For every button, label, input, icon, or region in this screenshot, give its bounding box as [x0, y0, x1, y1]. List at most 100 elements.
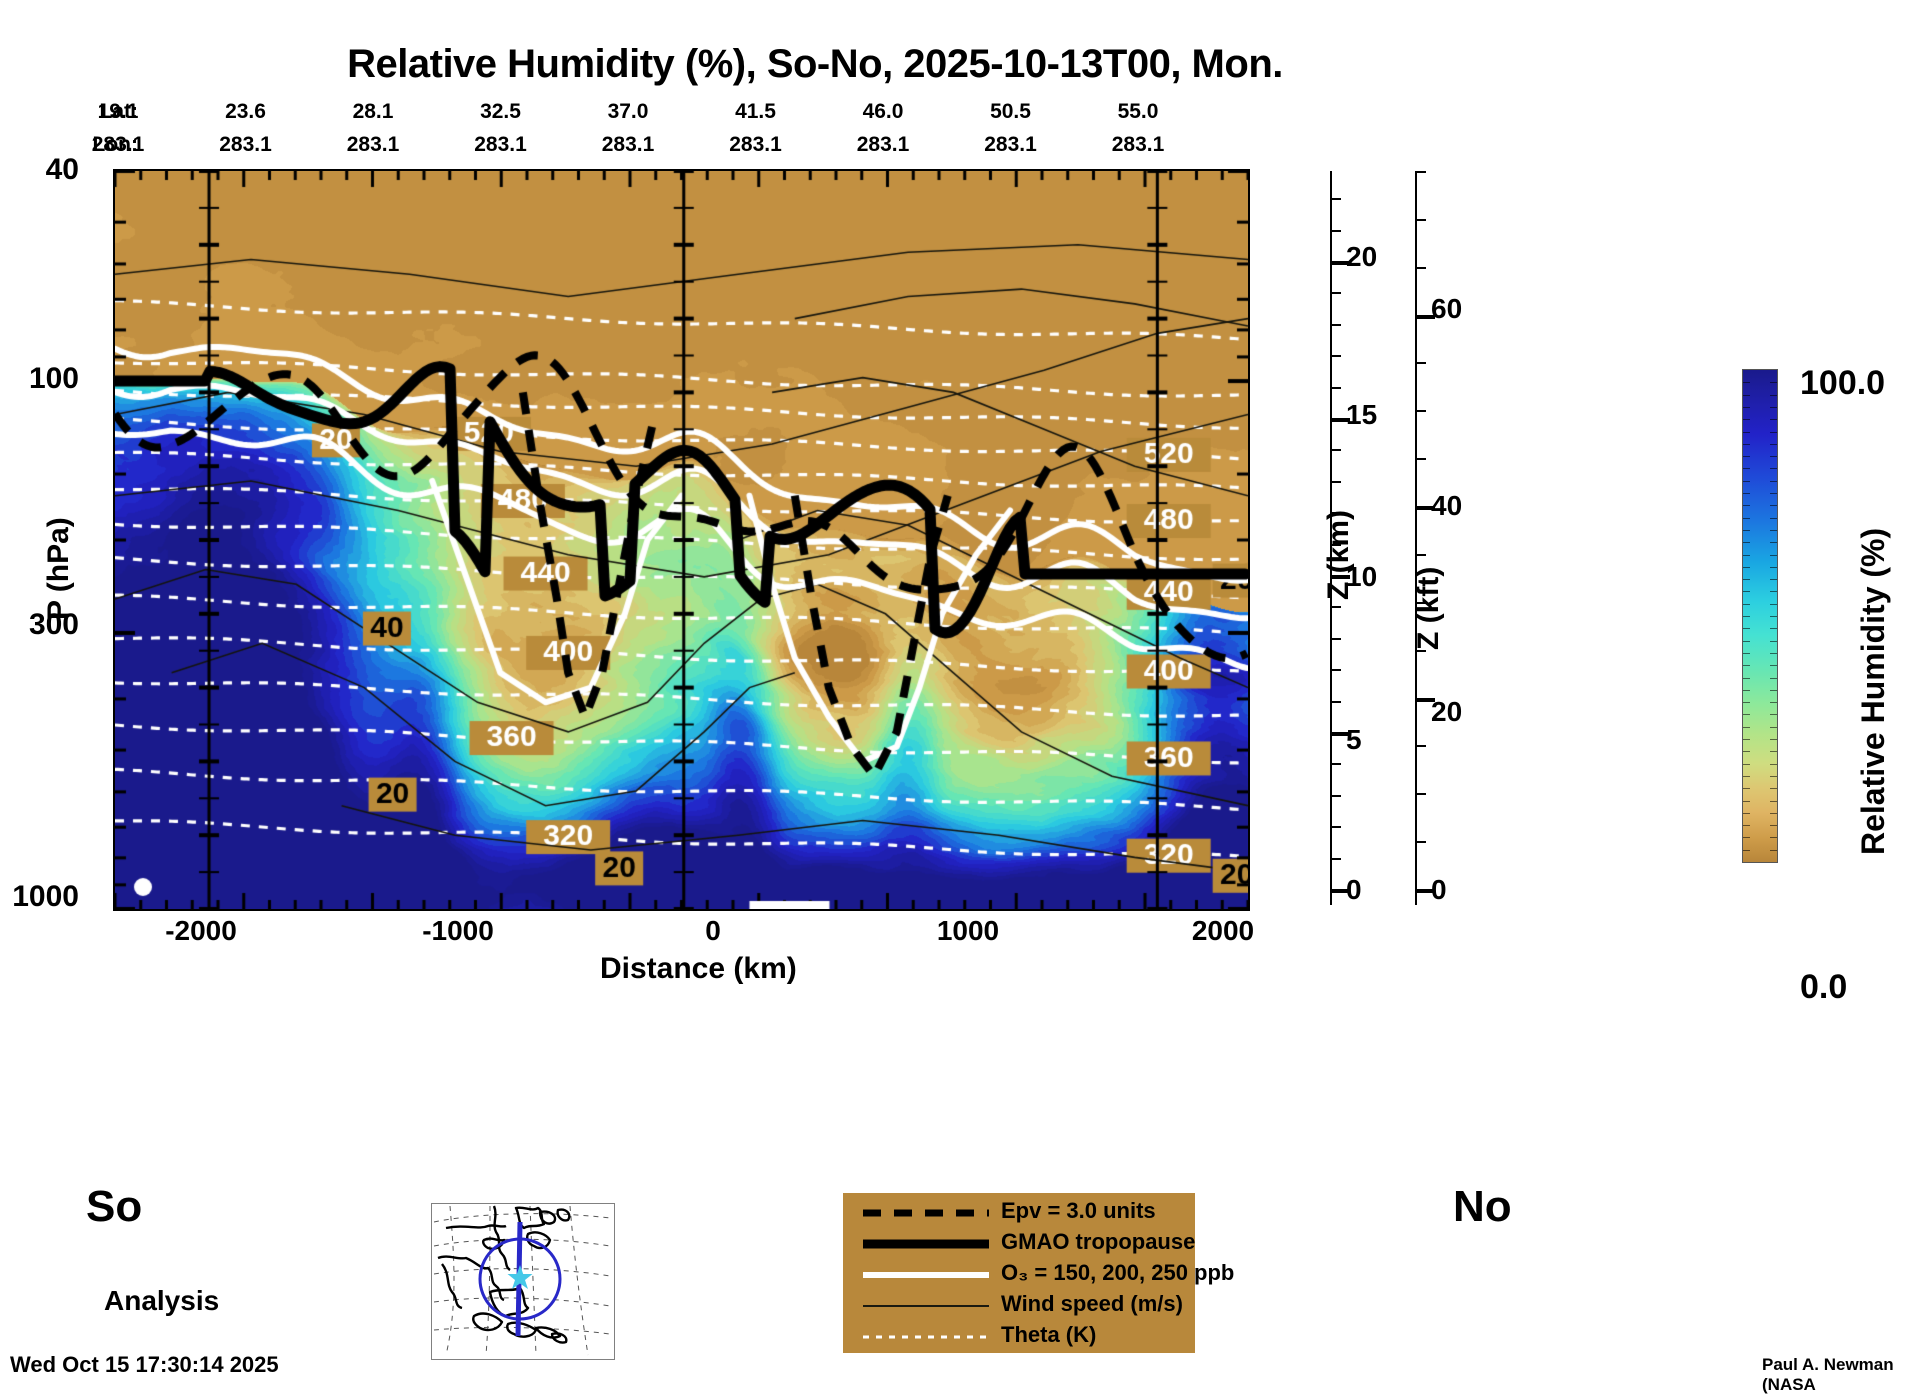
zkm-minor-tick [1330, 323, 1341, 326]
z-km-axis-title: Z (km) [1322, 510, 1355, 600]
generation-timestamp: Wed Oct 15 17:30:14 2025 [10, 1352, 279, 1377]
colorbar-tick [1770, 825, 1777, 827]
colorbar-tick [1770, 419, 1777, 421]
zkft-minor-tick [1415, 458, 1426, 461]
lat-value-7: 50.5 [990, 100, 1031, 123]
colorbar-tick [1743, 480, 1750, 482]
zkm-major-tick [1330, 732, 1350, 736]
colorbar-tick [1770, 677, 1777, 679]
z-km-axis [1330, 171, 1390, 905]
colorbar-tick [1770, 640, 1777, 642]
center-star-marker [507, 1265, 533, 1289]
legend-label-wind: Wind speed (m/s) [1001, 1291, 1183, 1316]
colorbar-max-label: 100.0 [1800, 364, 1886, 402]
x-tick-0: 0 [705, 915, 721, 946]
latitude-header-row: Lat: 19.1 23.6 28.1 32.5 37.0 41.5 46.0 50.5 55.… [0, 100, 1300, 128]
legend-label-theta: Theta (K) [1001, 1322, 1097, 1347]
colorbar-tick [1743, 406, 1750, 408]
zkm-minor-tick [1330, 355, 1341, 358]
lon-value-4: 283.1 [601, 133, 655, 156]
zkm-minor-tick [1330, 857, 1341, 860]
colorbar-tick [1770, 406, 1777, 408]
domain-circle [478, 1237, 562, 1321]
legend-sample-dotted-white [861, 1321, 991, 1353]
colorbar-tick [1770, 616, 1777, 617]
colorbar-tick [1743, 431, 1750, 433]
zkm-minor-tick [1330, 543, 1341, 546]
colorbar-tick [1770, 529, 1777, 531]
y-tick-40: 40 [45, 153, 79, 186]
lon-value-0: 283.1 [91, 133, 145, 156]
page-title: Relative Humidity (%), So-No, 2025-10-13… [347, 42, 1283, 86]
zkm-minor-tick [1330, 700, 1341, 703]
zkm-minor-tick [1330, 826, 1341, 829]
colorbar-tick [1770, 714, 1777, 716]
colorbar-tick [1770, 456, 1777, 458]
y-axis-title: P (hPa) [42, 517, 75, 620]
colorbar-tick [1743, 603, 1750, 605]
colorbar-tick [1770, 628, 1777, 630]
zkm-minor-tick [1330, 292, 1341, 295]
zkft-minor-tick [1415, 793, 1426, 796]
zkft-minor-tick [1415, 410, 1426, 413]
legend-item-ozone: O₃ = 150, 200, 250 ppb [843, 1259, 1234, 1291]
colorbar-tick [1770, 443, 1777, 445]
colorbar-tick [1743, 825, 1750, 827]
lat-value-6: 46.0 [862, 100, 904, 123]
colorbar-tick [1743, 456, 1750, 458]
zkm-minor-tick [1330, 794, 1341, 797]
colorbar-tick [1743, 542, 1750, 544]
zkft-minor-tick [1415, 841, 1426, 844]
colorbar-tick [1743, 554, 1750, 556]
y-tick-300: 300 [28, 608, 79, 641]
colorbar-tick [1770, 849, 1777, 851]
zkft-minor-tick [1415, 362, 1426, 365]
legend-panel[interactable]: Epv = 3.0 units GMAO tropopause O₃ = 150… [843, 1193, 1234, 1353]
colorbar-tick [1743, 788, 1750, 790]
zkft-tick-0: 0 [1431, 874, 1447, 905]
colorbar-tick [1770, 702, 1777, 704]
colorbar-tick [1743, 468, 1750, 470]
x-tick-neg1000: -1000 [422, 915, 494, 946]
cross-section-plot[interactable] [113, 169, 1250, 911]
zkm-minor-tick [1330, 386, 1341, 389]
legend-item-theta: Theta (K) [843, 1321, 1195, 1353]
colorbar-tick [1743, 812, 1750, 814]
zkm-minor-tick [1330, 229, 1341, 232]
zkm-major-tick [1330, 418, 1350, 422]
zkft-minor-tick [1415, 601, 1426, 604]
colorbar-tick [1743, 517, 1750, 519]
lon-value-6: 283.1 [856, 133, 910, 156]
lat-value-0: 19.1 [97, 100, 139, 123]
zkm-minor-tick [1330, 763, 1341, 766]
x-axis-title: Distance (km) [600, 952, 797, 985]
longitude-header-row: Lon: 283.1 283.1 283.1 283.1 283.1 283.1 283.1… [0, 133, 1300, 161]
colorbar-tick [1770, 652, 1777, 654]
zkm-tick-10: 10 [1346, 561, 1378, 592]
colorbar-tick [1770, 517, 1777, 519]
lon-value-1: 283.1 [219, 133, 272, 156]
zkm-major-tick [1330, 575, 1350, 579]
colorbar-tick [1770, 800, 1777, 802]
lat-value-5: 41.5 [735, 100, 776, 123]
colorbar[interactable] [1742, 369, 1778, 863]
lat-value-2: 28.1 [352, 100, 394, 123]
zkft-minor-tick [1415, 266, 1426, 269]
lon-value-5: 283.1 [729, 133, 782, 156]
lat-value-3: 32.5 [480, 100, 521, 123]
colorbar-tick [1743, 394, 1750, 396]
zkft-major-tick [1415, 889, 1435, 893]
zkm-tick-20: 20 [1346, 241, 1378, 272]
colorbar-tick [1770, 788, 1777, 790]
inset-location-map[interactable] [431, 1203, 615, 1360]
zkm-minor-tick [1330, 637, 1341, 640]
colorbar-tick [1743, 714, 1750, 716]
zkm-minor-tick [1330, 198, 1341, 201]
colorbar-tick [1743, 579, 1750, 581]
colorbar-tick [1770, 493, 1777, 494]
colorbar-tick [1770, 480, 1777, 482]
author-credit: Paul A. Newman (NASA [1762, 1355, 1894, 1394]
x-tick-1000: 1000 [936, 915, 1000, 946]
colorbar-tick [1743, 726, 1750, 728]
colorbar-tick [1743, 751, 1750, 753]
